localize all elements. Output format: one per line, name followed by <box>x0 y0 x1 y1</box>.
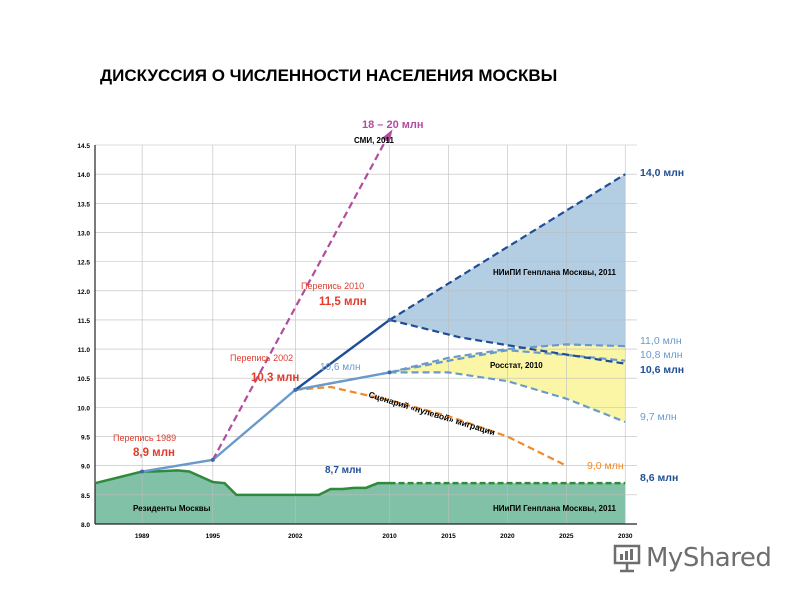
data-point <box>293 387 298 392</box>
end-label-9-0: 9,0 млн <box>587 460 624 472</box>
watermark-text: MyShared <box>646 543 772 573</box>
niipi-area-label: НИиПИ Генплана Москвы, 2011 <box>493 268 616 277</box>
y-tick-label: 13.0 <box>77 230 90 237</box>
y-tick-label: 12.5 <box>77 260 90 267</box>
smi-value-label: 18 – 20 млн <box>362 119 424 131</box>
x-tick-label: 2030 <box>618 533 633 540</box>
x-tick-label: 2002 <box>288 533 303 540</box>
end-label-8-6: 8,6 млн <box>640 472 678 484</box>
zero-migration-label: Сценарий «нулевой» миграции <box>367 389 496 437</box>
history-line <box>141 371 390 473</box>
presentation-logo-icon <box>613 544 641 573</box>
y-tick-label: 13.5 <box>77 201 90 208</box>
rosstat-upper-line <box>389 343 626 374</box>
census-2010-label: Перепись 2010 <box>301 281 364 291</box>
x-tick-label: 2025 <box>559 533 574 540</box>
x-tick-label: 1989 <box>135 533 150 540</box>
rosstat-lower-line <box>389 371 626 423</box>
y-tick-label: 10.0 <box>77 405 90 412</box>
residents-line <box>94 469 390 497</box>
end-label-14-0: 14,0 млн <box>640 167 684 179</box>
rosstat-2010-value: 10,6 млн <box>320 362 360 373</box>
y-tick-label: 14.0 <box>77 172 90 179</box>
y-tick-label: 8.0 <box>81 522 90 529</box>
smi-line <box>211 132 391 461</box>
y-tick-label: 12.0 <box>77 289 90 296</box>
zero-migration-line <box>295 385 567 467</box>
y-tick-label: 9.5 <box>81 435 90 442</box>
niipi-upper-line <box>388 173 626 321</box>
census-path-line <box>294 318 391 391</box>
residents-2010-value: 8,7 млн <box>325 465 361 476</box>
x-tick-label: 2010 <box>382 533 397 540</box>
data-point <box>140 469 145 474</box>
census-1989-value: 8,9 млн <box>133 447 175 459</box>
data-point <box>387 370 392 375</box>
residents-area <box>95 470 626 524</box>
page-title: ДИСКУССИЯ О ЧИСЛЕННОСТИ НАСЕЛЕНИЯ МОСКВЫ <box>100 66 558 85</box>
x-tick-label: 2015 <box>441 533 456 540</box>
data-point <box>210 457 215 462</box>
census-2010-value: 11,5 млн <box>319 296 367 308</box>
niipi-lower-line <box>389 318 626 365</box>
smi-arrowhead <box>381 129 393 143</box>
residents-area-label: Резиденты Москвы <box>133 504 211 513</box>
end-label-10-8: 10,8 млн <box>640 349 683 361</box>
x-tick-label: 2020 <box>500 533 515 540</box>
y-tick-label: 10.5 <box>77 376 90 383</box>
rosstat-area-label: Росстат, 2010 <box>490 361 543 370</box>
smi-source-label: СМИ, 2011 <box>354 136 394 145</box>
x-tick-label: 1995 <box>206 533 221 540</box>
watermark: MyShared <box>612 538 772 578</box>
y-tick-label: 14.5 <box>77 143 90 150</box>
data-point <box>387 317 392 322</box>
y-tick-label: 9.0 <box>81 464 90 471</box>
y-tick-label: 11.5 <box>78 318 91 325</box>
end-label-11-0: 11,0 млн <box>640 335 682 347</box>
end-label-9-7: 9,7 млн <box>640 411 677 423</box>
census-2002-value: 10,3 млн <box>251 372 299 384</box>
y-tick-label: 8.5 <box>81 493 90 500</box>
census-1989-label: Перепись 1989 <box>113 433 176 443</box>
y-tick-label: 11.0 <box>78 347 91 354</box>
end-label-10-6: 10,6 млн <box>640 364 684 376</box>
census-2002-label: Перепись 2002 <box>230 353 293 363</box>
niipi-bottom-label: НИиПИ Генплана Москвы, 2011 <box>493 504 616 513</box>
